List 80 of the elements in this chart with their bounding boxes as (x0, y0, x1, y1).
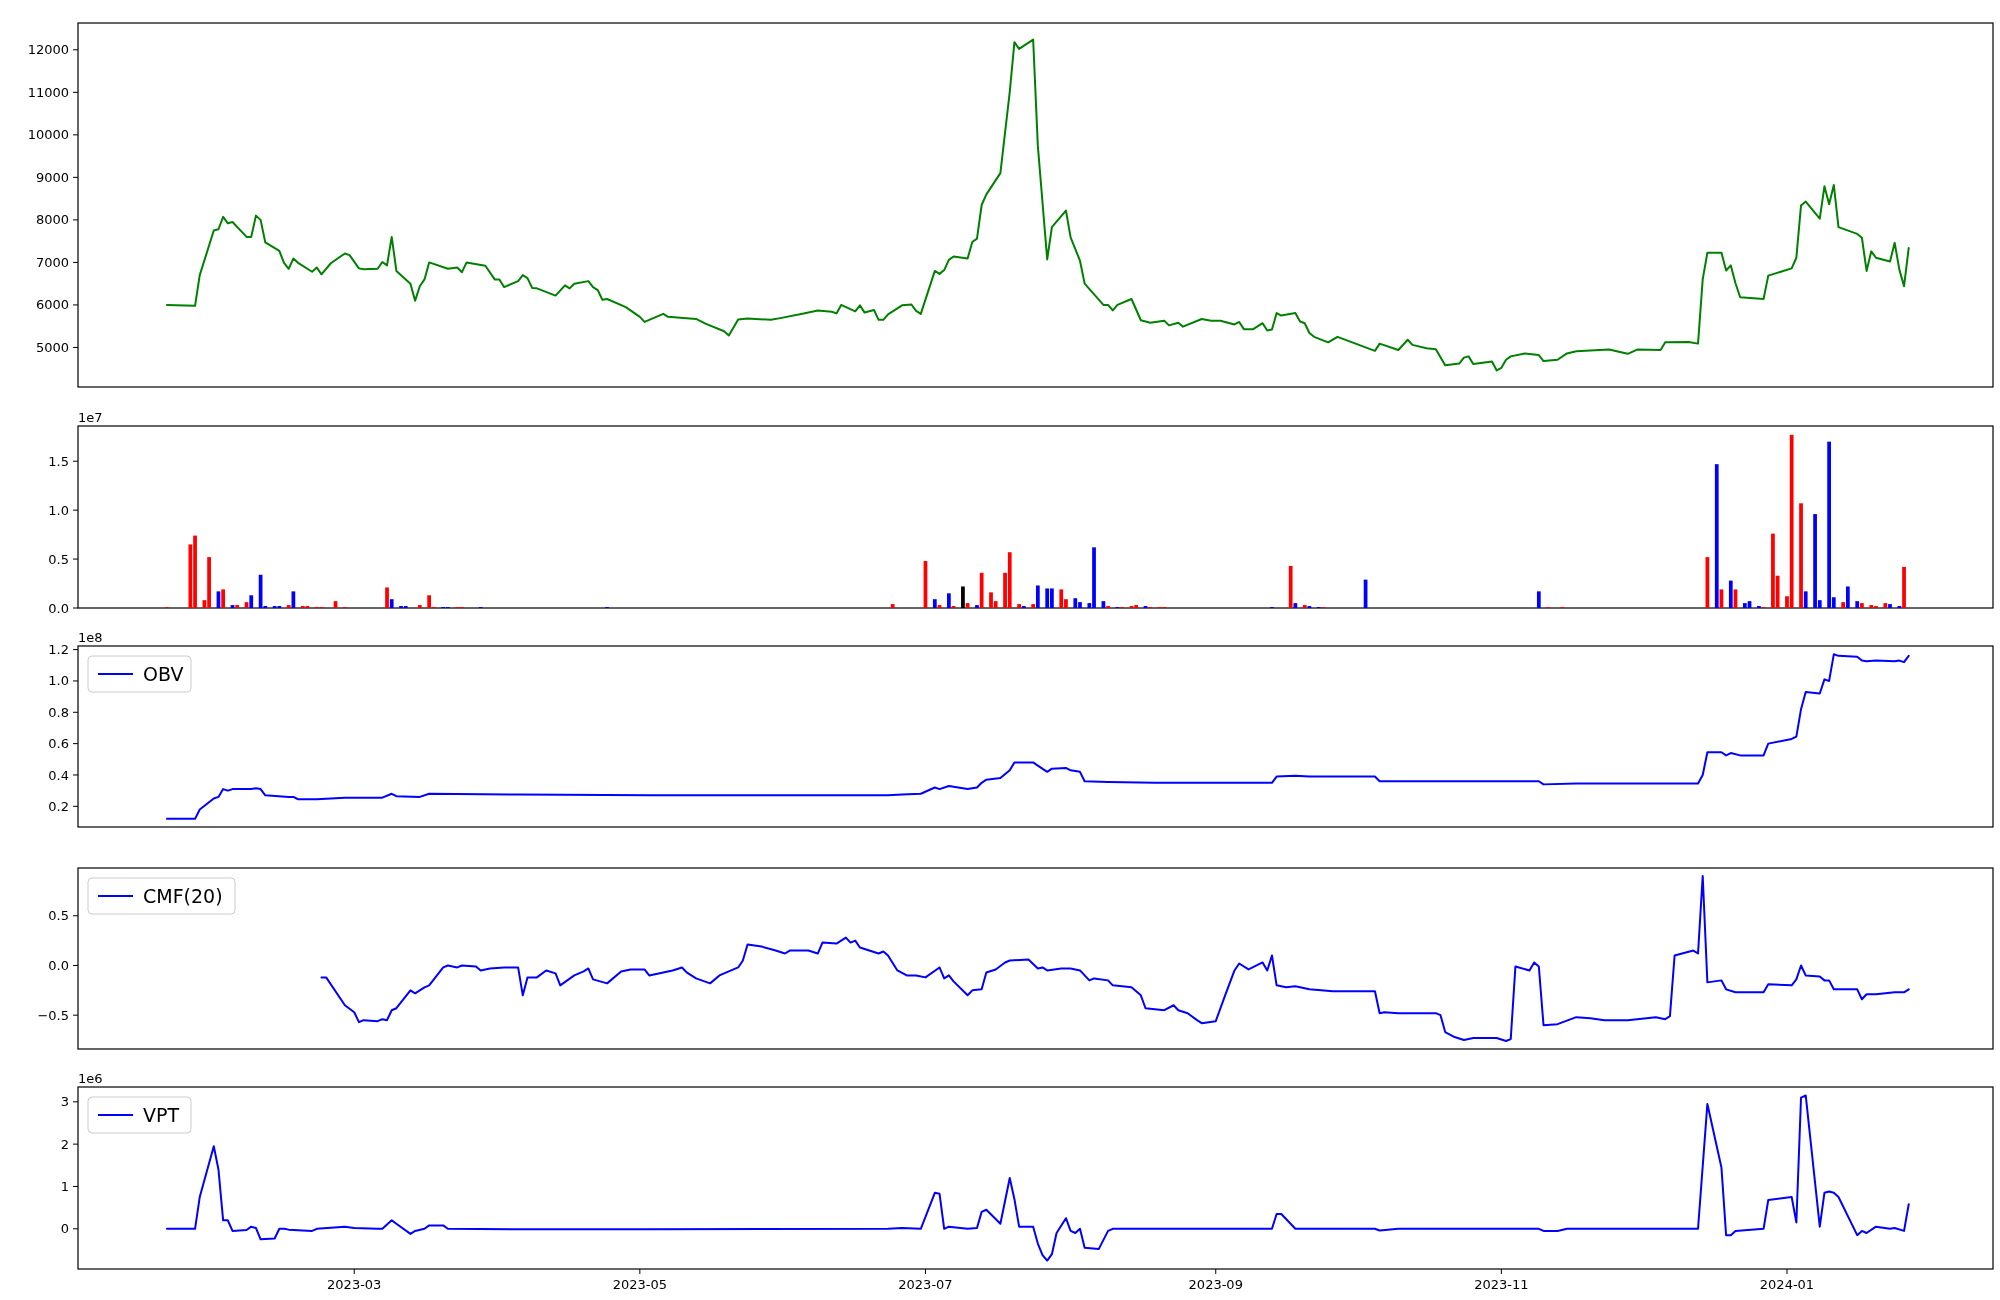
y-tick-label: 1 (60, 1179, 69, 1195)
bar (1293, 603, 1298, 608)
y-tick-label: 1.0 (48, 502, 69, 518)
text: 1e6 (78, 1071, 103, 1086)
bar (1883, 603, 1888, 608)
bar (1742, 603, 1747, 608)
text: 1e8 (78, 630, 103, 645)
bar (890, 604, 895, 608)
y-tick-label: 10000 (27, 127, 69, 143)
bar (1771, 533, 1775, 608)
y-tick-label: 1.5 (48, 453, 69, 469)
bar (427, 595, 432, 608)
bar (1888, 604, 1892, 608)
y-tick-label: 7000 (35, 254, 69, 270)
bar (1728, 580, 1733, 608)
bar (249, 595, 254, 608)
legend-label: OBV (143, 662, 184, 685)
bar (979, 572, 984, 608)
bar (1073, 598, 1078, 608)
line-series (165, 38, 1910, 372)
bar (947, 593, 951, 608)
x-tick-label: 2023-11 (1474, 1277, 1529, 1292)
bar (1031, 604, 1036, 608)
x-tick-label: 2023-09 (1188, 1277, 1243, 1292)
y-tick-label: 0.6 (48, 736, 69, 752)
bar (932, 599, 937, 608)
bar (1302, 605, 1307, 608)
y-tick-label: 1.2 (48, 642, 69, 658)
y-tick-label: 0.8 (48, 704, 69, 720)
bar (1803, 591, 1808, 608)
bar (1035, 585, 1040, 608)
bar (1855, 601, 1860, 608)
x-tick-label: 2023-07 (898, 1277, 953, 1292)
y-tick-label: 1.0 (48, 673, 69, 689)
y-tick-label: 0.5 (48, 551, 69, 567)
bar (975, 605, 979, 608)
y-tick-label: −0.5 (37, 1007, 69, 1023)
legend-label: VPT (143, 1103, 180, 1126)
bar (1869, 605, 1874, 608)
bar (1860, 603, 1864, 608)
y-tick-label: 0 (60, 1221, 69, 1237)
y-tick-label: 0.5 (48, 908, 69, 924)
y-tick-label: 11000 (27, 84, 69, 100)
bar (235, 605, 240, 608)
bar (1845, 586, 1850, 608)
bar (286, 605, 291, 608)
y-tick-label: 2 (60, 1136, 69, 1152)
line-series (320, 874, 1910, 1043)
text: 1e7 (78, 410, 103, 425)
bar (1536, 591, 1541, 608)
legend-label: CMF(20) (143, 884, 223, 907)
bar (1902, 566, 1906, 608)
bar (385, 587, 389, 608)
bar (1799, 503, 1803, 608)
bar (1288, 565, 1293, 608)
y-tick-label: 0.2 (48, 798, 69, 814)
bar (389, 599, 394, 608)
bar (1789, 434, 1794, 608)
y-tick-label: 6000 (35, 297, 69, 313)
y-tick-label: 8000 (35, 212, 69, 228)
bar (1017, 604, 1021, 608)
bar (417, 605, 422, 608)
bar (221, 589, 226, 608)
bar (1134, 605, 1139, 608)
y-tick-label: 12000 (27, 42, 69, 58)
y-tick-label: 3 (60, 1094, 69, 1110)
y-tick-label: 0.0 (48, 600, 69, 616)
x-tick-label: 2023-05 (612, 1277, 668, 1292)
bar (1714, 464, 1719, 608)
bar (1045, 588, 1050, 608)
y-tick-label: 5000 (35, 340, 69, 355)
y-tick-label: 9000 (35, 169, 69, 185)
x-tick-label: 2023-03 (327, 1277, 382, 1292)
bar (207, 557, 211, 608)
y-tick-label: 0.0 (48, 958, 69, 974)
bar (1059, 589, 1064, 608)
bar (1841, 602, 1846, 608)
bar (1007, 552, 1012, 608)
x-tick-label: 2024-01 (1759, 1277, 1815, 1292)
y-tick-label: 0.4 (48, 767, 69, 783)
